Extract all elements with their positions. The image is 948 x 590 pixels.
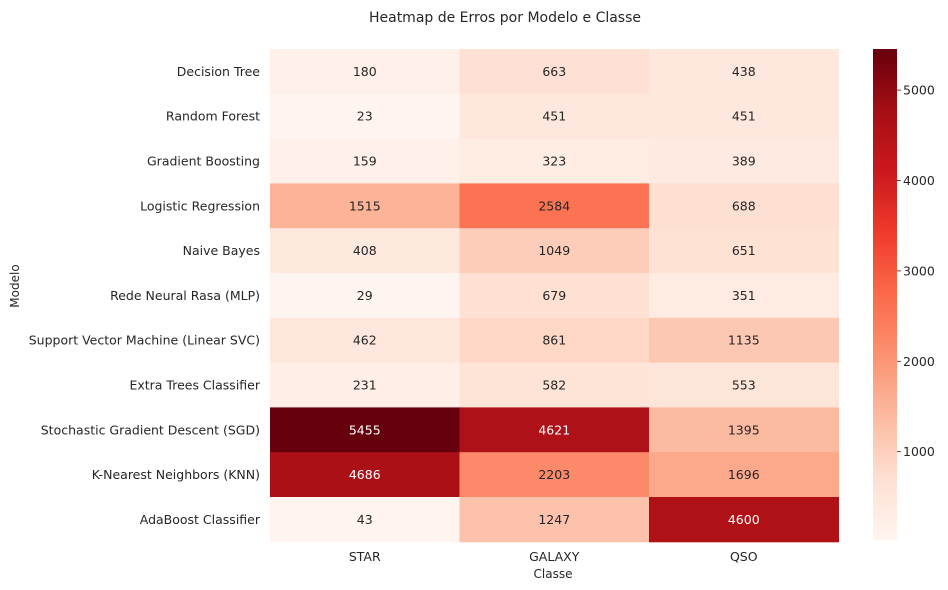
colorbar: 1000 2000 3000 4000 5000 — [873, 49, 935, 540]
cell-value-label: 1049 — [538, 243, 570, 258]
y-axis-label: Modelo — [8, 264, 22, 307]
heatmap-cell-adaboost-classifier-qso — [649, 497, 839, 543]
row-label-extra-trees-classifier: Extra Trees Classifier — [129, 378, 260, 393]
heatmap-cell-rede-neural-rasa-mlp-star — [270, 273, 460, 319]
heatmap-cell-random-forest-galaxy — [459, 93, 650, 140]
heatmap-cell-naive-bayes-galaxy — [459, 228, 650, 274]
cell-value-label: 5455 — [349, 422, 381, 437]
heatmap-cell-random-forest-star — [270, 93, 460, 140]
heatmap-cell-decision-tree-qso — [649, 49, 839, 95]
cell-value-label: 2584 — [538, 198, 570, 213]
cell-value-label: 231 — [353, 378, 377, 393]
row-label-support-vector-machine-linear-svc: Support Vector Machine (Linear SVC) — [29, 333, 260, 348]
heatmap-cell-naive-bayes-star — [270, 228, 460, 274]
heatmap-cell-gradient-boosting-galaxy — [459, 138, 650, 184]
cell-value-label: 351 — [732, 288, 756, 303]
cell-value-label: 679 — [542, 288, 566, 303]
column-label-star: STAR — [349, 549, 381, 564]
cell-value-label: 4600 — [728, 512, 760, 527]
heatmap-cell-k-nearest-neighbors-knn-galaxy — [459, 452, 650, 498]
row-label-gradient-boosting: Gradient Boosting — [147, 154, 260, 169]
cell-value-label: 4621 — [538, 422, 570, 437]
cell-value-label: 688 — [732, 198, 756, 213]
cell-value-label: 159 — [353, 154, 377, 169]
heatmap-cell-extra-trees-classifier-qso — [649, 362, 839, 408]
cell-value-label: 389 — [732, 154, 756, 169]
heatmap-cell-k-nearest-neighbors-knn-qso — [649, 452, 839, 498]
heatmap-cell-decision-tree-star — [270, 49, 460, 95]
heatmap-cell-gradient-boosting-star — [270, 138, 460, 184]
heatmap-cell-adaboost-classifier-star — [270, 497, 460, 543]
cell-value-label: 553 — [732, 378, 756, 393]
cell-value-label: 462 — [353, 333, 377, 348]
column-labels: STAR GALAXY QSO — [349, 549, 758, 564]
heatmap-cell-stochastic-gradient-descent-sgd-star — [270, 407, 460, 453]
cell-value-label: 451 — [732, 109, 756, 124]
heatmap-cell-random-forest-qso — [649, 93, 839, 140]
heatmap-cell-stochastic-gradient-descent-sgd-galaxy — [459, 407, 650, 453]
row-label-random-forest: Random Forest — [166, 109, 260, 124]
heatmap-cell-adaboost-classifier-galaxy — [459, 497, 650, 543]
colorbar-tick-label: 2000 — [903, 354, 935, 369]
row-label-adaboost-classifier: AdaBoost Classifier — [140, 512, 261, 527]
heatmap-cells: 180 663 438 23 451 451 159 323 389 1515 2584 688 408… — [270, 49, 839, 543]
cell-value-label: 408 — [353, 243, 377, 258]
cell-value-label: 4686 — [349, 467, 381, 482]
heatmap-cell-k-nearest-neighbors-knn-star — [270, 452, 460, 498]
colorbar-tick-label: 3000 — [903, 263, 935, 278]
cell-value-label: 29 — [357, 288, 373, 303]
cell-value-label: 1395 — [728, 422, 760, 437]
heatmap-cell-decision-tree-galaxy — [459, 49, 650, 95]
heatmap-cell-logistic-regression-star — [270, 183, 460, 229]
x-axis-label: Classe — [534, 567, 573, 581]
cell-value-label: 323 — [542, 154, 566, 169]
cell-value-label: 180 — [353, 64, 377, 79]
heatmap-cell-naive-bayes-qso — [649, 228, 839, 274]
row-label-naive-bayes: Naive Bayes — [183, 243, 260, 258]
heatmap-cell-rede-neural-rasa-mlp-galaxy — [459, 273, 650, 319]
cell-value-label: 451 — [542, 109, 566, 124]
heatmap-cell-logistic-regression-galaxy — [459, 183, 650, 229]
row-label-rede-neural-rasa-mlp: Rede Neural Rasa (MLP) — [110, 288, 260, 303]
heatmap-cell-stochastic-gradient-descent-sgd-qso — [649, 407, 839, 453]
heatmap-cell-extra-trees-classifier-star — [270, 362, 460, 408]
column-label-qso: QSO — [730, 549, 758, 564]
cell-value-label: 861 — [542, 333, 566, 348]
row-label-logistic-regression: Logistic Regression — [140, 198, 260, 213]
cell-value-label: 1135 — [728, 333, 760, 348]
colorbar-tick-label: 1000 — [903, 444, 935, 459]
heatmap-cell-support-vector-machine-linear-svc-qso — [649, 317, 839, 364]
row-label-k-nearest-neighbors-knn: K-Nearest Neighbors (KNN) — [92, 467, 260, 482]
colorbar-gradient — [873, 49, 897, 540]
cell-value-label: 651 — [732, 243, 756, 258]
cell-value-label: 2203 — [538, 467, 570, 482]
row-label-decision-tree: Decision Tree — [177, 64, 261, 79]
cell-value-label: 23 — [357, 109, 373, 124]
cell-value-label: 1247 — [538, 512, 570, 527]
colorbar-tick-label: 4000 — [903, 173, 935, 188]
cell-value-label: 438 — [732, 64, 756, 79]
cell-value-label: 663 — [542, 64, 566, 79]
heatmap-cell-gradient-boosting-qso — [649, 138, 839, 184]
colorbar-tick-label: 5000 — [903, 83, 935, 98]
heatmap-cell-logistic-regression-qso — [649, 183, 839, 229]
cell-value-label: 582 — [542, 378, 566, 393]
cell-value-label: 43 — [357, 512, 373, 527]
cell-value-label: 1696 — [728, 467, 760, 482]
heatmap-cell-support-vector-machine-linear-svc-star — [270, 317, 460, 364]
chart-title: Heatmap de Erros por Modelo e Classe — [369, 10, 641, 26]
row-label-stochastic-gradient-descent-sgd: Stochastic Gradient Descent (SGD) — [41, 422, 260, 437]
column-label-galaxy: GALAXY — [529, 549, 580, 564]
row-labels: Decision Tree Random Forest Gradient Boost… — [29, 64, 261, 527]
heatmap-cell-support-vector-machine-linear-svc-galaxy — [459, 317, 650, 364]
cell-value-label: 1515 — [349, 198, 381, 213]
heatmap-cell-rede-neural-rasa-mlp-qso — [649, 273, 839, 319]
heatmap-cell-extra-trees-classifier-galaxy — [459, 362, 650, 408]
